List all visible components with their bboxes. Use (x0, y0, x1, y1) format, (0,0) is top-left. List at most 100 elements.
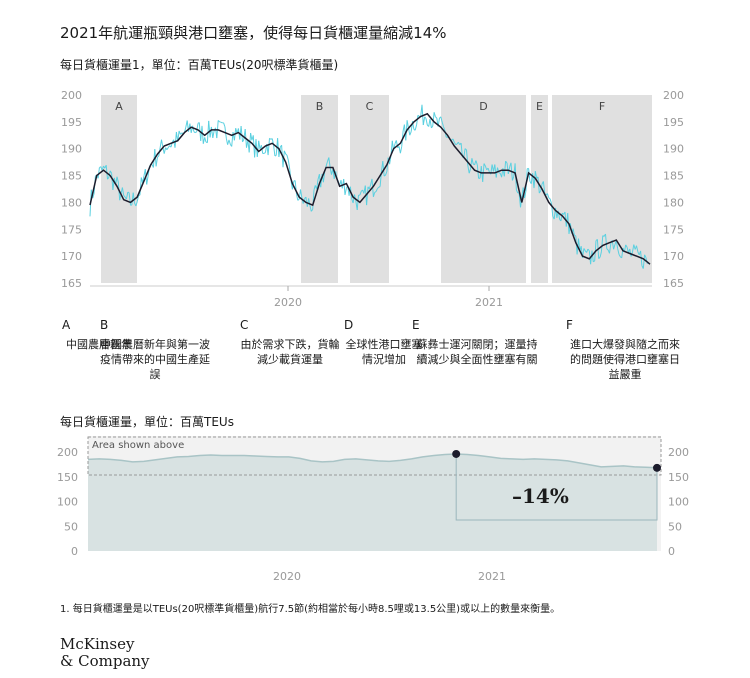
raw-series-segment (312, 189, 315, 210)
mckinsey-logo: McKinsey & Company (60, 636, 150, 670)
annotation-text-D: 全球性港口壅塞情況增加 (345, 338, 423, 366)
raw-series-segment (615, 240, 619, 249)
chart-canvas: A B C D E F 165 165 170 170 175 175 180 180 185 185 190… (57, 89, 689, 583)
y-tick-left: 50 (64, 520, 78, 533)
annotation-text-E: 蘇彝士運河關閉；運量持續減少與全面性壅塞有關 (416, 338, 538, 366)
annotation-letter-C: C (240, 318, 249, 332)
raw-series-segment (629, 248, 632, 257)
raw-series-segment (515, 189, 519, 194)
raw-series-segment (503, 161, 507, 177)
period-band-E (531, 95, 548, 283)
raw-series-segment (92, 193, 95, 199)
x-tick-label: 2020 (273, 570, 301, 583)
x-tick-label: 2020 (274, 296, 302, 309)
logo-line-2: & Company (60, 652, 150, 670)
raw-series-segment (161, 139, 164, 148)
y-tick-right: 50 (668, 520, 682, 533)
raw-series-segment (518, 192, 521, 208)
raw-series-segment (524, 191, 527, 199)
y-tick-left: 200 (61, 89, 82, 102)
raw-series-segment (487, 167, 490, 173)
y-tick-right: 100 (668, 496, 689, 509)
raw-series-segment (368, 184, 372, 190)
raw-series-segment (269, 137, 272, 140)
y-tick-left: 165 (61, 277, 82, 290)
raw-series-segment (422, 116, 426, 126)
smoothed-series-line (89, 112, 651, 265)
raw-series-segment (583, 248, 586, 251)
raw-series-segment (399, 146, 403, 154)
raw-series-segment (132, 192, 135, 204)
raw-series-segment (180, 132, 183, 135)
raw-series-segment (425, 118, 428, 126)
raw-series-segment (483, 163, 486, 167)
raw-series-segment (435, 116, 438, 119)
raw-series-segment (325, 161, 328, 167)
raw-series-segment (109, 170, 113, 174)
x-tick-label: 2021 (475, 296, 503, 309)
y-tick-left: 170 (61, 250, 82, 263)
raw-series-segment (432, 112, 435, 127)
raw-series-segment (193, 131, 196, 134)
raw-series-segment (285, 153, 288, 156)
raw-series-segment (600, 235, 604, 252)
raw-series-segment (408, 128, 411, 136)
raw-series-segment (250, 132, 253, 141)
raw-series-segment (372, 192, 376, 197)
raw-series-segment (352, 194, 355, 204)
raw-series-segment (505, 160, 508, 164)
raw-series-segment (201, 125, 204, 144)
raw-series-segment (625, 244, 628, 248)
raw-series-segment (533, 171, 536, 189)
y-tick-right: 150 (668, 471, 689, 484)
raw-series-segment (228, 139, 231, 145)
raw-series-segment (273, 144, 276, 157)
raw-series-segment (287, 160, 291, 170)
raw-series-segment (136, 195, 140, 202)
raw-series-segment (538, 190, 542, 194)
raw-series-segment (258, 140, 261, 149)
raw-series-segment (605, 233, 608, 249)
annotation-letter-E: E (412, 318, 420, 332)
annotation-text-A: 中國農曆新年 (66, 338, 132, 351)
raw-series-segment (123, 195, 126, 198)
raw-series-segment (440, 116, 443, 123)
y-tick-right: 190 (663, 143, 684, 156)
raw-series-segment (443, 126, 446, 131)
period-band-label: E (536, 100, 543, 113)
raw-series-segment (441, 121, 444, 127)
raw-series-segment (220, 121, 223, 124)
raw-series-segment (374, 191, 377, 193)
period-band-F (552, 95, 652, 283)
raw-series-segment (572, 228, 575, 236)
raw-series-segment (555, 207, 558, 218)
raw-series-segment (328, 157, 331, 168)
raw-series-segment (534, 171, 538, 179)
raw-series-segment (632, 244, 635, 253)
area-shown-box (87, 436, 662, 476)
raw-series-segment (455, 143, 458, 146)
chart2-subtitle: 每日貨櫃運量，單位：百萬TEUs (60, 415, 234, 429)
y-tick-right: 175 (663, 223, 684, 236)
raw-series-segment (163, 147, 167, 154)
y-tick-right: 165 (663, 277, 684, 290)
raw-series-segment (453, 142, 457, 145)
period-band-label: D (479, 100, 487, 113)
raw-series-segment (127, 191, 130, 194)
raw-series-segment (366, 186, 369, 206)
raw-series-segment (174, 131, 177, 148)
period-band-label: F (599, 100, 605, 113)
raw-series-segment (204, 137, 207, 143)
raw-series-segment (617, 248, 620, 255)
raw-series-segment (283, 150, 287, 155)
raw-series-segment (248, 132, 252, 153)
raw-series-segment (586, 248, 589, 253)
change-bracket (455, 453, 658, 521)
raw-series-segment (316, 179, 319, 190)
raw-series-segment (598, 256, 601, 259)
raw-series-segment (157, 155, 160, 158)
raw-series-segment (300, 189, 303, 198)
raw-series-segment (548, 197, 551, 200)
overview-area-line (87, 453, 658, 469)
raw-series-segment (560, 213, 563, 222)
